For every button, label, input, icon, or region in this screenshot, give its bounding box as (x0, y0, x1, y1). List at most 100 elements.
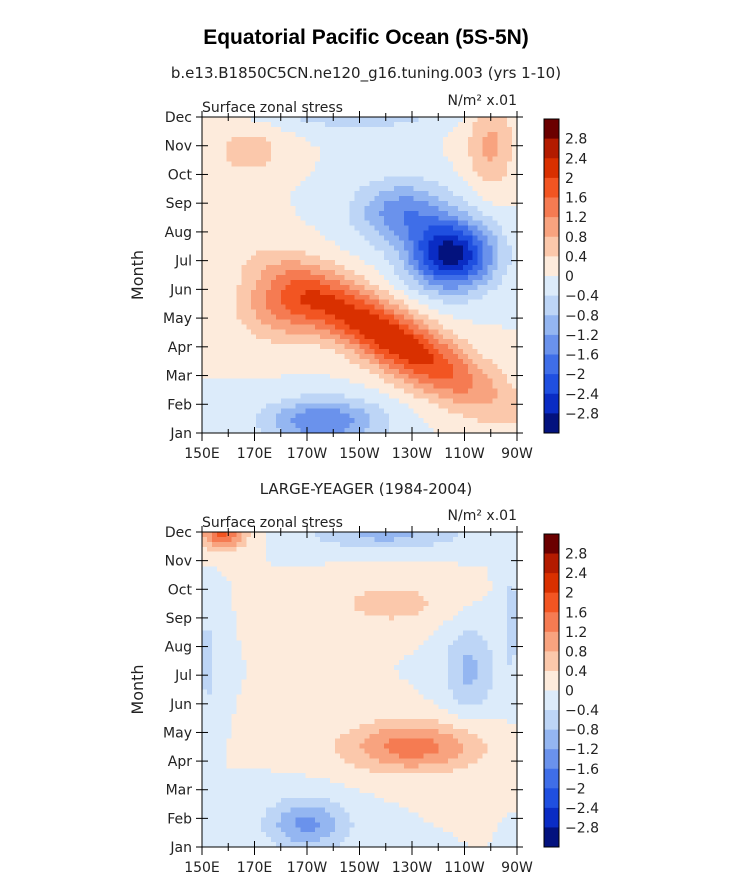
contour-cell (389, 265, 395, 271)
contour-cell (226, 329, 233, 335)
contour-cell (349, 393, 356, 400)
contour-cell (502, 541, 508, 548)
contour-cell (339, 358, 346, 365)
contour-cell (315, 200, 321, 207)
contour-cell (482, 358, 489, 365)
contour-cell (408, 136, 415, 143)
contour-cell (315, 186, 321, 192)
contour-cell (512, 186, 518, 192)
contour-cell (413, 284, 420, 291)
contour-cell (275, 551, 282, 558)
contour-cell (364, 354, 370, 360)
contour-cell (389, 196, 395, 202)
contour-cell (251, 418, 257, 424)
contour-cell (241, 576, 247, 582)
contour-cell (418, 304, 425, 311)
contour-cell (472, 161, 479, 167)
contour-cell (497, 151, 503, 158)
contour-cell (246, 319, 252, 325)
contour-cell (379, 284, 385, 291)
contour-cell (438, 186, 444, 192)
contour-cell (408, 398, 415, 404)
contour-cell (453, 428, 459, 434)
contour-cell (472, 314, 479, 321)
contour-cell (280, 186, 287, 192)
contour-cell (329, 294, 336, 301)
contour-cell (334, 532, 341, 538)
contour-cell (398, 551, 405, 558)
contour-cell (502, 354, 508, 360)
contour-cell (290, 210, 297, 217)
contour-cell (339, 556, 346, 563)
contour-cell (467, 200, 474, 207)
contour-cell (256, 141, 262, 148)
contour-cell (275, 186, 282, 192)
contour-cell (270, 146, 277, 153)
contour-cell (221, 265, 228, 271)
contour-cell (482, 225, 489, 232)
contour-cell (448, 358, 454, 365)
contour-cell (428, 344, 434, 350)
contour-cell (433, 541, 439, 548)
contour-cell (502, 146, 508, 153)
contour-cell (344, 536, 351, 543)
contour-cell (261, 418, 267, 424)
contour-cell (256, 423, 262, 429)
contour-cell (231, 205, 238, 212)
contour-cell (364, 314, 370, 321)
contour-cell (448, 354, 454, 360)
contour-cell (433, 260, 439, 266)
contour-cell (428, 289, 434, 296)
contour-cell (393, 398, 400, 404)
contour-cell (206, 423, 213, 429)
contour-cell (305, 131, 311, 138)
contour-cell (413, 561, 420, 568)
contour-cell (241, 418, 247, 424)
contour-cell (389, 181, 395, 187)
contour-cell (349, 289, 356, 296)
contour-cell (354, 354, 361, 360)
contour-cell (448, 309, 454, 316)
contour-cell (221, 270, 228, 276)
contour-cell (275, 428, 282, 434)
contour-cell (418, 131, 425, 138)
contour-cell (320, 373, 326, 380)
contour-cell (393, 161, 400, 167)
contour-cell (448, 166, 454, 172)
contour-cell (423, 141, 429, 148)
contour-cell (325, 383, 331, 390)
contour-cell (497, 225, 503, 232)
contour-cell (389, 329, 395, 335)
contour-cell (265, 250, 272, 256)
chart-panel-1: b.e13.B1850C5CN.ne120_g16.tuning.003 (yr… (128, 64, 599, 462)
contour-cell (246, 270, 252, 276)
contour-cell (403, 131, 410, 138)
contour-cell (379, 541, 385, 548)
contour-cell (428, 358, 434, 365)
contour-cell (354, 309, 361, 316)
contour-cell (354, 423, 361, 429)
contour-cell (221, 566, 228, 572)
contour-cell (384, 581, 390, 587)
contour-cell (211, 186, 218, 192)
contour-cell (280, 117, 287, 123)
contour-cell (448, 279, 454, 286)
contour-cell (246, 289, 252, 296)
contour-cell (408, 294, 415, 301)
contour-cell (231, 304, 238, 311)
contour-cell (428, 131, 434, 138)
contour-cell (325, 166, 331, 172)
contour-cell (246, 358, 252, 365)
contour-cell (280, 176, 287, 182)
contour-cell (275, 240, 282, 246)
contour-cell (305, 289, 311, 296)
contour-cell (389, 230, 395, 237)
contour-cell (231, 294, 238, 301)
contour-cell (339, 329, 346, 335)
contour-cell (477, 413, 484, 419)
contour-cell (369, 383, 375, 390)
contour-cell (290, 260, 297, 266)
contour-cell (261, 161, 267, 167)
contour-cell (443, 309, 449, 316)
contour-cell (393, 314, 400, 321)
